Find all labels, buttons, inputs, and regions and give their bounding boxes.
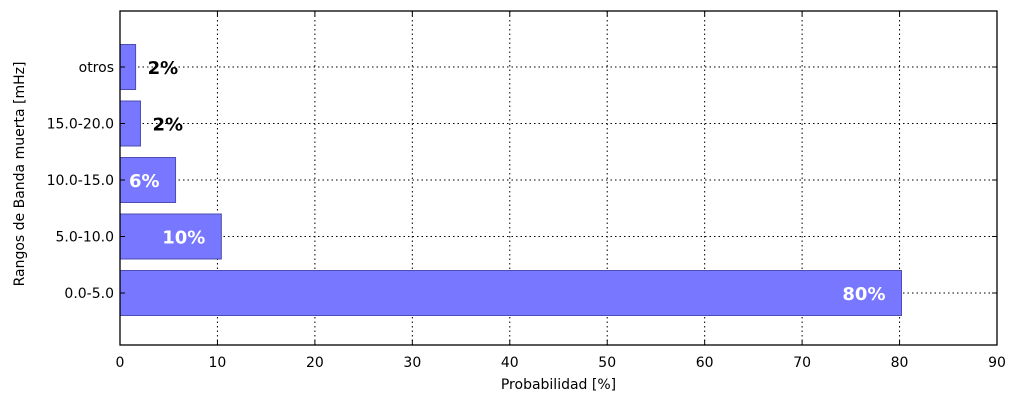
y-tick-label: otros	[79, 60, 114, 76]
data-labels-layer: 80% 10% 6% 2% 2%	[129, 58, 886, 305]
x-tick-label: 80	[891, 355, 909, 371]
x-tick-label: 0	[116, 355, 125, 371]
bar-0.0-5.0	[119, 270, 903, 316]
bar-10.0-15.0	[119, 157, 177, 203]
plot-frame	[119, 10, 998, 346]
bar-value-label: 2%	[152, 115, 183, 136]
y-tick-label: 10.0-15.0	[47, 173, 114, 189]
bar-value-label: 80%	[842, 284, 885, 305]
grid-layer	[120, 11, 997, 345]
y-tick-label: 5.0-10.0	[56, 230, 115, 246]
x-tick-label: 60	[696, 355, 714, 371]
y-axis-ticks: 0.0-5.0 5.0-10.0 10.0-15.0 15.0-20.0 otros	[47, 60, 997, 302]
x-tick-label: 40	[501, 355, 519, 371]
x-tick-label: 10	[209, 355, 227, 371]
bar-value-label: 2%	[148, 58, 179, 79]
x-tick-label: 50	[598, 355, 616, 371]
x-tick-label: 90	[988, 355, 1006, 371]
x-axis-ticks: 0 10 20 30 40 50 60 70 80 90	[116, 11, 1006, 371]
bars-layer	[119, 44, 903, 316]
x-tick-label: 30	[403, 355, 421, 371]
x-tick-label: 70	[793, 355, 811, 371]
y-tick-label: 0.0-5.0	[64, 286, 114, 302]
y-tick-label: 15.0-20.0	[47, 117, 114, 133]
bar-value-label: 10%	[162, 228, 205, 249]
bar-value-label: 6%	[129, 171, 160, 192]
x-tick-label: 20	[306, 355, 324, 371]
y-axis-title: Rangos de Banda muerta [mHz]	[12, 62, 28, 287]
x-axis-title: Probabilidad [%]	[501, 377, 616, 393]
